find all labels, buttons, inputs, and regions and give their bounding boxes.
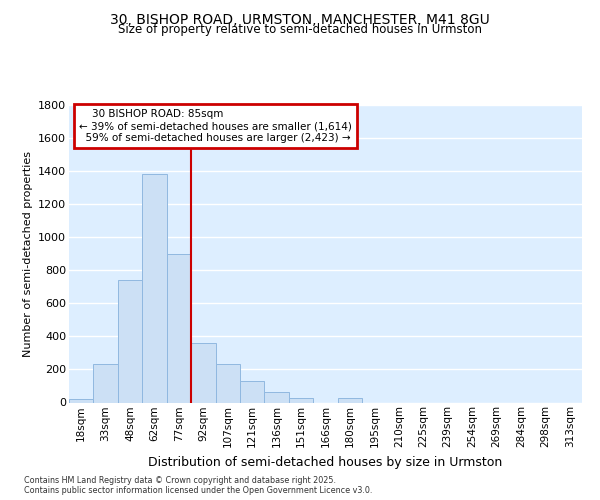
Bar — [338, 398, 362, 402]
Bar — [118, 280, 142, 402]
Bar — [142, 174, 167, 402]
Bar — [215, 364, 240, 403]
Bar — [289, 398, 313, 402]
Bar — [167, 254, 191, 402]
Y-axis label: Number of semi-detached properties: Number of semi-detached properties — [23, 151, 32, 357]
Text: 30, BISHOP ROAD, URMSTON, MANCHESTER, M41 8GU: 30, BISHOP ROAD, URMSTON, MANCHESTER, M4… — [110, 12, 490, 26]
X-axis label: Distribution of semi-detached houses by size in Urmston: Distribution of semi-detached houses by … — [148, 456, 503, 468]
Bar — [94, 364, 118, 403]
Bar — [265, 392, 289, 402]
Text: Contains HM Land Registry data © Crown copyright and database right 2025.
Contai: Contains HM Land Registry data © Crown c… — [24, 476, 373, 495]
Text: Size of property relative to semi-detached houses in Urmston: Size of property relative to semi-detach… — [118, 22, 482, 36]
Text: 30 BISHOP ROAD: 85sqm
← 39% of semi-detached houses are smaller (1,614)
  59% of: 30 BISHOP ROAD: 85sqm ← 39% of semi-deta… — [79, 110, 352, 142]
Bar — [240, 381, 265, 402]
Bar — [69, 399, 94, 402]
Bar — [191, 343, 215, 402]
